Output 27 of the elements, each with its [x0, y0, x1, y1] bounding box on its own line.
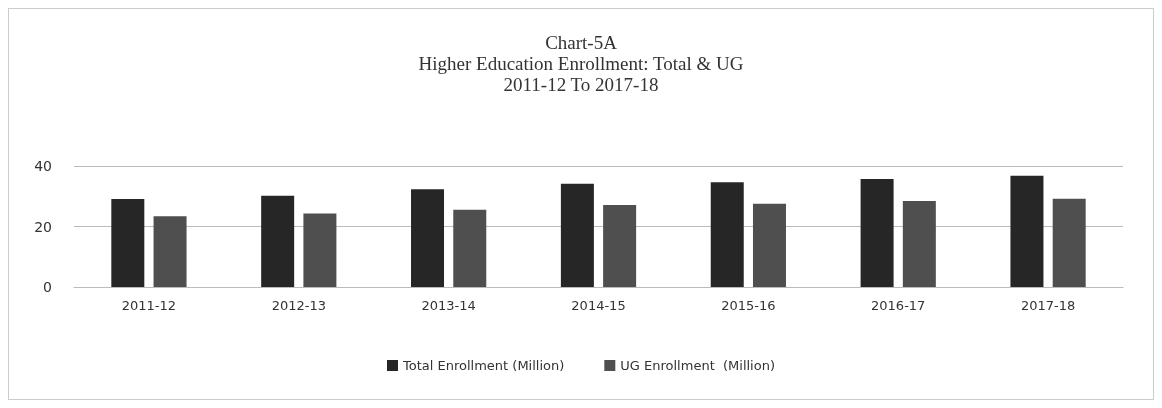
x-tick-label: 2013-14	[421, 298, 476, 313]
bar	[1010, 175, 1044, 287]
y-tick-label: 20	[34, 218, 52, 235]
x-tick-label: 2015-16	[721, 298, 776, 313]
bar	[752, 203, 786, 287]
legend-label: Total Enrollment (Million)	[402, 358, 565, 373]
x-tick-label: 2012-13	[271, 298, 326, 313]
y-tick-label: 0	[43, 279, 52, 295]
x-tick-label: 2014-15	[571, 298, 626, 313]
x-tick-label: 2011-12	[121, 298, 177, 313]
bar	[303, 213, 337, 287]
bar	[560, 183, 594, 287]
bar	[261, 195, 295, 287]
bar	[902, 201, 936, 287]
bar	[710, 182, 744, 287]
y-tick-label: 40	[34, 158, 52, 174]
x-tick-label: 2017-18	[1020, 298, 1076, 313]
bar	[411, 189, 445, 287]
bar	[860, 179, 894, 287]
chart-title: Chart-5A Higher Education Enrollment: Total & UG 2011-12 To 2017-18	[418, 32, 744, 95]
legend-label: UG Enrollment (Million)	[620, 358, 776, 373]
bar	[153, 216, 187, 287]
bar	[111, 198, 145, 287]
bar	[1052, 198, 1086, 287]
bar	[603, 205, 637, 287]
bar	[453, 209, 487, 287]
x-tick-label: 2016-17	[871, 298, 926, 313]
